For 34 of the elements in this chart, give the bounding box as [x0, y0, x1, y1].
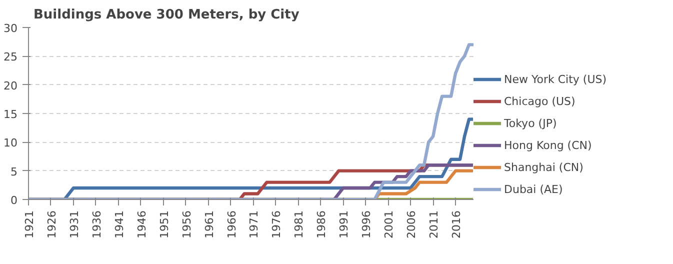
- x-tick-label: 1956: [180, 210, 194, 238]
- x-tick-label: 1941: [112, 210, 126, 238]
- y-tick-label: 15: [4, 108, 18, 121]
- x-tick-label: 1986: [315, 210, 328, 238]
- legend-label: Shanghai (CN): [504, 160, 584, 174]
- legend-label: New York City (US): [504, 72, 607, 86]
- legend-label: Tokyo (JP): [504, 116, 557, 130]
- y-tick-label: 20: [4, 79, 18, 92]
- y-tick-label: 25: [4, 50, 18, 64]
- x-tick-label: 2006: [405, 210, 418, 238]
- x-tick-label: 1976: [270, 210, 284, 238]
- x-tick-label: 1981: [292, 210, 306, 238]
- x-tick-label: 1921: [23, 210, 36, 238]
- x-tick-label: 2016: [450, 210, 464, 238]
- x-tick-label: 1951: [158, 210, 171, 238]
- x-tick-label: 1926: [45, 210, 58, 238]
- legend-label: Dubai (AE): [504, 182, 563, 196]
- x-tick-label: 2011: [428, 210, 441, 238]
- x-tick-label: 1946: [135, 210, 148, 238]
- x-tick-label: 2001: [382, 210, 396, 238]
- x-tick-label: 1931: [68, 210, 81, 238]
- x-tick-label: 1961: [202, 210, 216, 238]
- x-tick-label: 1991: [338, 210, 351, 238]
- x-tick-label: 1936: [90, 210, 104, 238]
- legend-label: Chicago (US): [504, 94, 576, 108]
- y-tick-label: 10: [4, 136, 18, 150]
- y-tick-label: 5: [10, 165, 18, 178]
- y-tick-label: 30: [4, 22, 18, 35]
- x-tick-label: 1966: [225, 210, 238, 238]
- chart-title: Buildings Above 300 Meters, by City: [34, 8, 300, 22]
- legend-label: Hong Kong (CN): [504, 138, 592, 152]
- y-tick-label: 0: [10, 194, 18, 207]
- x-tick-label: 1971: [248, 210, 261, 238]
- x-tick-label: 1996: [360, 210, 374, 238]
